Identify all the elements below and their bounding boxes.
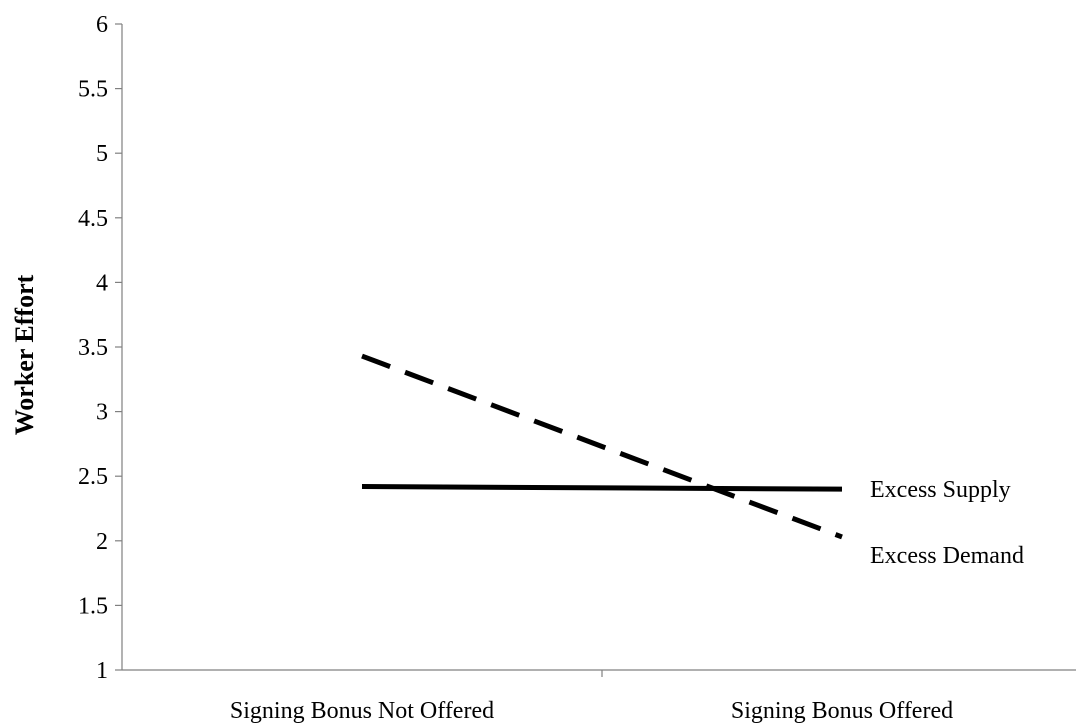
x-category-label: Signing Bonus Offered — [731, 698, 953, 724]
series-label: Excess Supply — [870, 477, 1011, 503]
series-group: Excess Supply Excess Demand — [361, 353, 1024, 569]
y-axis-title: Worker Effort — [10, 274, 39, 435]
y-tick-label: 3.5 — [78, 335, 108, 361]
y-tick-label: 5.5 — [78, 77, 108, 103]
y-tick-label: 1.5 — [78, 593, 108, 619]
x-axis: Signing Bonus Not Offered Signing Bonus O… — [122, 669, 1076, 724]
y-tick-label: 4 — [96, 270, 108, 296]
y-axis: 1 1.5 2 2.5 3 3.5 4 4.5 5 5.5 6 — [78, 12, 123, 684]
series-label: Excess Demand — [870, 543, 1024, 569]
y-tick-label: 5 — [96, 141, 108, 167]
y-tick-label: 3 — [96, 400, 108, 426]
y-tick-label: 2.5 — [78, 464, 108, 490]
y-tick-label: 2 — [96, 529, 108, 555]
x-category-label: Signing Bonus Not Offered — [230, 698, 494, 724]
y-tick-label: 4.5 — [78, 206, 108, 232]
y-tick-label: 1 — [96, 658, 108, 684]
series-line-excess-demand — [361, 353, 843, 540]
y-tick-label: 6 — [96, 12, 108, 38]
series-line-excess-supply — [361, 484, 843, 492]
